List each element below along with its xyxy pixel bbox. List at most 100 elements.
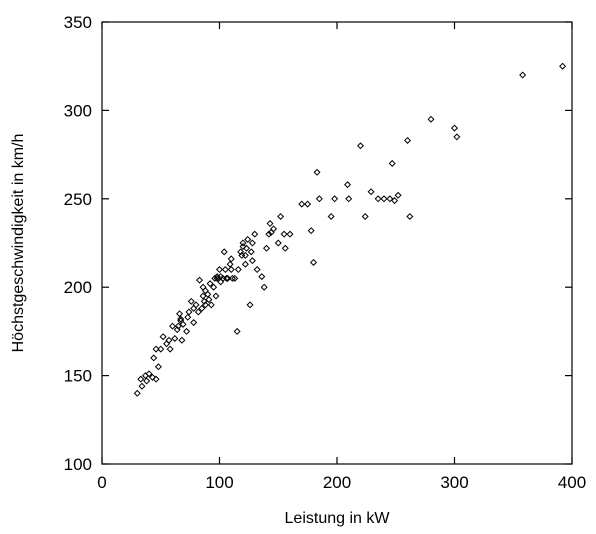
x-tick-label: 300 (440, 473, 468, 492)
data-point (519, 71, 527, 79)
data-point (157, 345, 165, 353)
data-point (138, 382, 146, 390)
y-tick-label: 250 (64, 190, 92, 209)
x-tick-label: 400 (558, 473, 586, 492)
data-point (152, 375, 160, 383)
data-point (380, 195, 388, 203)
data-point (453, 133, 461, 141)
data-point (248, 257, 256, 265)
data-point (253, 266, 261, 274)
data-point (226, 260, 234, 268)
data-point (244, 235, 252, 243)
data-point (178, 336, 186, 344)
data-point (231, 274, 239, 282)
data-point (248, 239, 256, 247)
data-point (367, 188, 375, 196)
data-point (228, 274, 236, 282)
data-point (331, 195, 339, 203)
data-point (262, 244, 271, 252)
data-point (388, 159, 396, 167)
data-point (239, 243, 247, 251)
data-point (266, 220, 274, 228)
data-point (194, 308, 202, 316)
data-point (190, 319, 198, 327)
x-tick-label: 0 (97, 473, 106, 492)
data-point (205, 296, 213, 304)
data-point (143, 377, 151, 385)
x-tick-label: 200 (323, 473, 351, 492)
data-point (174, 322, 182, 330)
y-tick-label: 200 (64, 278, 92, 297)
data-point (361, 212, 369, 220)
data-point (307, 227, 315, 235)
x-tick-label: 100 (205, 473, 233, 492)
y-axis-label: Höchstgeschwindigkeit in km/h (10, 134, 27, 353)
plot-frame (101, 21, 573, 465)
data-point (344, 181, 352, 189)
data-point (152, 345, 160, 353)
data-point (200, 297, 208, 305)
data-point (313, 168, 321, 176)
data-point (251, 230, 259, 238)
data-points (133, 62, 567, 397)
data-point (345, 195, 353, 203)
data-point (391, 197, 399, 205)
data-point (204, 290, 212, 298)
y-tick-label: 150 (64, 367, 92, 386)
data-point (224, 274, 232, 282)
data-point (201, 287, 209, 295)
data-point (150, 354, 158, 362)
data-point (281, 244, 289, 252)
axis-ticks (101, 21, 573, 465)
data-point (183, 327, 191, 335)
data-point (315, 195, 323, 203)
data-point (233, 327, 241, 335)
tick-labels: 0 100 200 300 400 100 150 200 250 300 350 (64, 13, 587, 492)
data-point (199, 292, 207, 300)
data-point (168, 322, 177, 330)
data-point (227, 266, 235, 274)
data-point (280, 230, 288, 238)
data-point (177, 315, 185, 323)
data-point (137, 375, 145, 383)
data-point (159, 333, 167, 341)
data-point (260, 283, 268, 291)
data-point (247, 248, 255, 256)
data-point (220, 248, 228, 256)
data-point (215, 266, 224, 274)
data-point (270, 225, 278, 233)
data-point (192, 301, 200, 309)
data-point (450, 124, 459, 132)
data-point (277, 212, 285, 220)
data-point (227, 255, 235, 263)
data-point (196, 276, 204, 284)
y-tick-label: 300 (64, 101, 92, 120)
data-point (187, 297, 195, 305)
data-point (258, 273, 266, 281)
data-point (298, 200, 306, 208)
data-point (179, 320, 187, 328)
data-point (206, 280, 214, 288)
data-point (374, 195, 382, 203)
data-point (386, 195, 394, 203)
data-point (166, 345, 174, 353)
data-point (304, 200, 312, 208)
data-point (165, 336, 173, 344)
data-point (234, 266, 242, 274)
data-point (243, 244, 251, 252)
data-point (427, 115, 435, 123)
data-point (241, 251, 249, 259)
data-point (145, 370, 153, 378)
data-point (176, 310, 184, 318)
data-point (133, 389, 141, 397)
data-point (406, 212, 414, 220)
data-point (211, 274, 219, 282)
data-point (274, 239, 282, 247)
data-point (239, 239, 247, 247)
data-point (394, 191, 402, 199)
y-tick-label: 350 (64, 13, 92, 32)
data-point (185, 308, 193, 316)
data-point (309, 258, 318, 266)
data-point (171, 334, 179, 342)
